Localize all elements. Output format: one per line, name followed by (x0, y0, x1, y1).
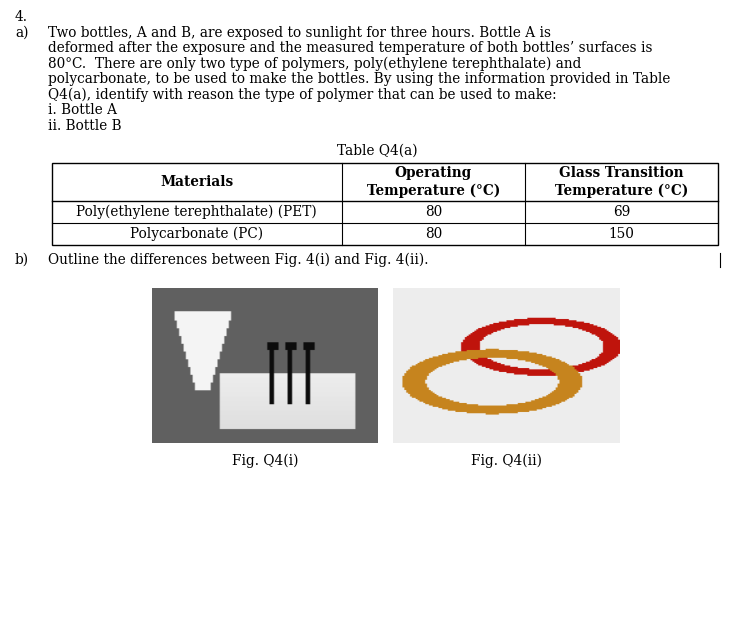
Text: Fig. Q4(ii): Fig. Q4(ii) (471, 453, 542, 468)
Text: b): b) (15, 253, 29, 267)
Text: Outline the differences between Fig. 4(i) and Fig. 4(ii).: Outline the differences between Fig. 4(i… (48, 253, 429, 267)
Text: Two bottles, A and B, are exposed to sunlight for three hours. Bottle A is: Two bottles, A and B, are exposed to sun… (48, 25, 551, 39)
Text: Poly(ethylene terephthalate) (PET): Poly(ethylene terephthalate) (PET) (76, 205, 317, 219)
Text: Polycarbonate (PC): Polycarbonate (PC) (131, 226, 263, 241)
Text: 150: 150 (609, 227, 634, 241)
Text: Materials: Materials (160, 175, 233, 189)
Text: 80: 80 (424, 227, 442, 241)
Text: deformed after the exposure and the measured temperature of both bottles’ surfac: deformed after the exposure and the meas… (48, 41, 652, 55)
Text: Glass Transition
Temperature (°C): Glass Transition Temperature (°C) (555, 166, 688, 198)
Text: 69: 69 (613, 205, 630, 219)
Text: ii. Bottle B: ii. Bottle B (48, 119, 122, 133)
Text: Q4(a), identify with reason the type of polymer that can be used to make:: Q4(a), identify with reason the type of … (48, 87, 556, 102)
Text: 4.: 4. (15, 10, 28, 24)
Text: polycarbonate, to be used to make the bottles. By using the information provided: polycarbonate, to be used to make the bo… (48, 72, 670, 86)
Bar (52, 163, 718, 245)
Text: i. Bottle A: i. Bottle A (48, 103, 117, 117)
Text: Fig. Q4(i): Fig. Q4(i) (232, 453, 298, 468)
Text: Operating
Temperature (°C): Operating Temperature (°C) (367, 166, 500, 198)
Text: a): a) (15, 25, 29, 39)
Text: 80: 80 (424, 205, 442, 219)
Text: 80°C.  There are only two type of polymers, poly(ethylene terephthalate) and: 80°C. There are only two type of polymer… (48, 56, 581, 71)
Text: Table Q4(a): Table Q4(a) (337, 143, 418, 157)
